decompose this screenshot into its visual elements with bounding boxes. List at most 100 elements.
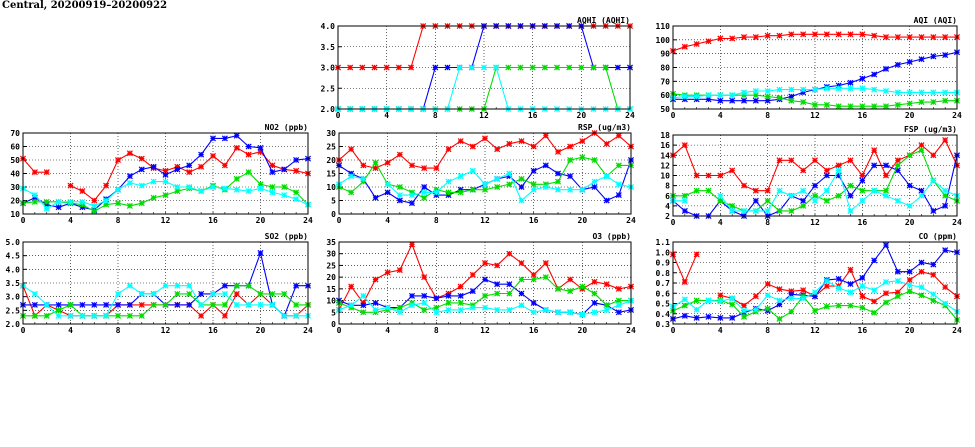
y-tick-label: 1.1 [656,238,671,247]
data-point [615,181,622,188]
x-tick-label: 24 [303,216,313,225]
data-point [360,175,367,182]
data-point [245,169,252,176]
data-point [567,143,574,150]
data-point [705,313,712,320]
data-point [456,64,463,71]
data-point [506,170,513,177]
data-point [788,192,795,199]
data-point [591,278,598,285]
data-point [847,289,854,296]
data-point [126,202,133,209]
data-point [740,313,748,320]
x-tick-label: 0 [671,111,676,120]
data-point [114,200,122,207]
data-point [481,186,489,193]
data-point [372,159,379,166]
x-tick-label: 24 [626,216,636,225]
data-point [918,99,925,106]
data-point [233,175,240,182]
x-tick-label: 16 [858,218,868,227]
data-point [835,167,842,174]
data-point [481,260,489,267]
data-point [882,172,890,179]
data-point [764,281,771,288]
data-point [529,64,536,71]
data-point [31,192,38,199]
data-point [859,283,866,290]
chart-so2: SO2 (ppb) 2.0 2.5 3.0 3.5 4.0 4.5 5.0 0 4 8 12 16 20 2… [6,232,313,335]
y-tick-label: 40 [10,170,20,179]
data-point [906,288,913,295]
series-line [338,66,630,110]
data-point [681,192,688,199]
data-point [591,183,598,191]
y-tick-label: 10 [10,210,20,219]
data-point [103,197,110,204]
x-tick-label: 4 [718,111,723,120]
data-point [918,34,925,41]
data-point [591,299,598,306]
data-point [918,268,925,275]
y-tick-label: 0.7 [656,279,671,288]
data-point [811,289,819,296]
data-point [372,276,379,283]
data-point [871,147,878,154]
data-point [859,103,866,110]
x-tick-label: 24 [952,111,962,120]
x-tick-label: 4 [68,326,73,335]
data-point [823,283,830,290]
data-point [835,85,842,92]
data-point [591,178,598,185]
data-point [408,189,416,196]
data-point [257,144,264,151]
data-point [396,151,403,158]
data-point [421,299,428,306]
data-point [835,103,842,110]
data-point [245,282,252,289]
data-point [55,307,62,314]
data-point [788,157,795,164]
data-point [114,186,122,193]
y-tick-label: 50 [660,105,670,114]
data-point [776,32,783,39]
data-point [752,207,759,214]
y-tick-label: 3.0 [6,293,21,302]
data-point [469,186,476,193]
data-point [579,138,586,145]
data-point [918,284,925,291]
data-point [693,172,700,179]
data-point [681,302,688,309]
data-point [186,183,193,191]
data-point [126,173,133,180]
data-point [930,177,937,184]
data-point [348,302,355,309]
data-point [408,292,416,299]
data-point [445,192,452,199]
data-point [764,87,771,95]
data-point [293,196,300,203]
data-point [776,94,783,101]
data-point [494,175,501,182]
data-point [859,197,866,204]
data-point [421,292,428,299]
y-tick-label: 5.0 [6,238,21,247]
data-point [79,204,86,211]
y-tick-label: 8 [665,182,670,191]
y-tick-label: 80 [660,64,670,73]
data-point [930,53,937,60]
data-point [871,32,878,39]
y-tick-label: 70 [660,77,670,86]
data-point [433,165,440,172]
data-point [705,92,712,99]
data-point [930,99,937,106]
data-point [530,186,537,193]
data-point [126,301,133,308]
x-tick-label: 24 [952,326,962,335]
series-red [669,31,961,54]
x-tick-label: 16 [528,111,538,120]
data-point [542,260,549,267]
data-point [433,186,440,193]
data-point [729,301,736,308]
data-point [705,297,712,304]
